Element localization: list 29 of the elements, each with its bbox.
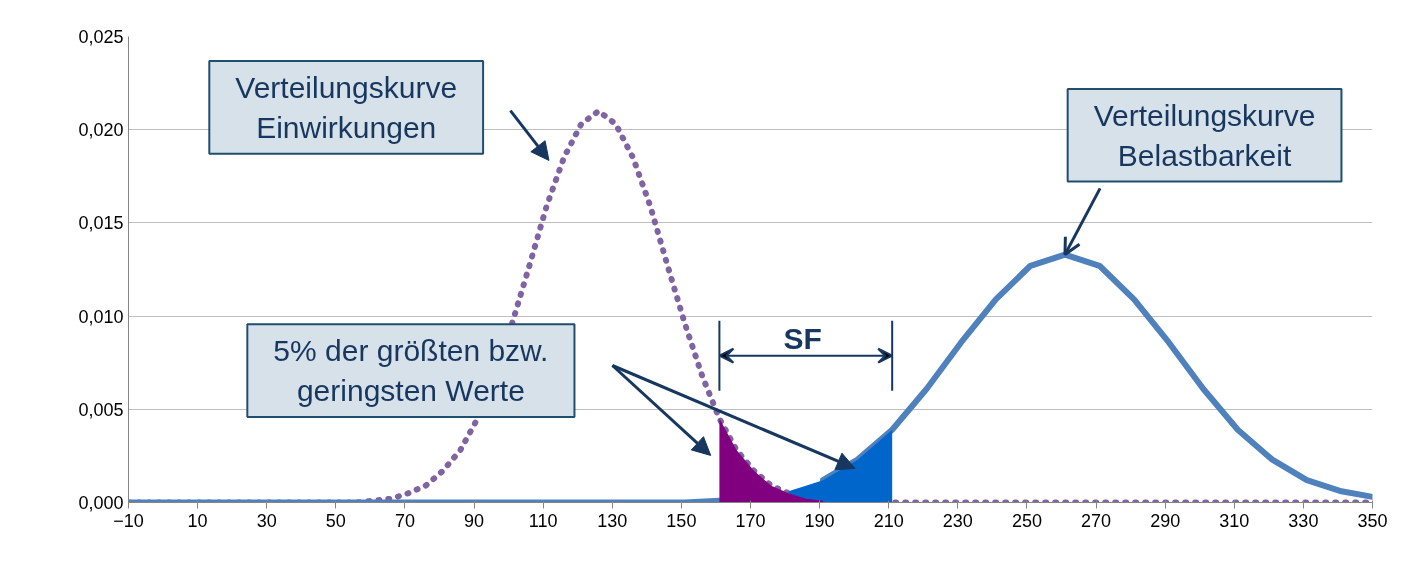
x-tick-label: 90 (464, 510, 485, 531)
x-tick-label: 290 (1150, 510, 1181, 531)
y-tick-label: 0,020 (78, 120, 124, 141)
x-tick-label: 310 (1219, 510, 1250, 531)
x-tick-label: 250 (1011, 510, 1042, 531)
x-tick-label: 110 (528, 510, 558, 531)
y-tick-label: 0,010 (78, 306, 124, 327)
x-tick-label: 190 (804, 510, 835, 531)
annotation: Verteilungskurve Belastbarkeit (1093, 98, 1316, 172)
x-tick-label: 50 (325, 510, 346, 531)
x-tick-label: 130 (597, 510, 628, 531)
x-tick-label: 30 (256, 510, 277, 531)
x-tick-label: 210 (873, 510, 904, 531)
annotation: SF (783, 321, 822, 355)
y-tick-label: 0,000 (78, 493, 124, 513)
x-tick-label: 330 (1288, 510, 1319, 531)
x-tick-label: −10 (113, 510, 144, 531)
x-tick-label: 170 (735, 510, 766, 531)
x-tick-label: 270 (1081, 510, 1112, 531)
y-tick-label: 0,015 (78, 213, 124, 234)
x-tick-label: 150 (666, 510, 697, 531)
x-tick-label: 10 (187, 510, 208, 531)
y-tick-label: 0,005 (78, 399, 124, 420)
y-tick-label: 0,025 (78, 27, 124, 47)
x-tick-label: 70 (394, 510, 415, 531)
annotation: Verteilungskurve Einwirkungen (235, 71, 458, 144)
x-tick-label: 350 (1357, 510, 1388, 531)
x-tick-label: 230 (942, 510, 973, 531)
annotation: 5% der größten bzw. geringsten Werte (273, 334, 549, 407)
